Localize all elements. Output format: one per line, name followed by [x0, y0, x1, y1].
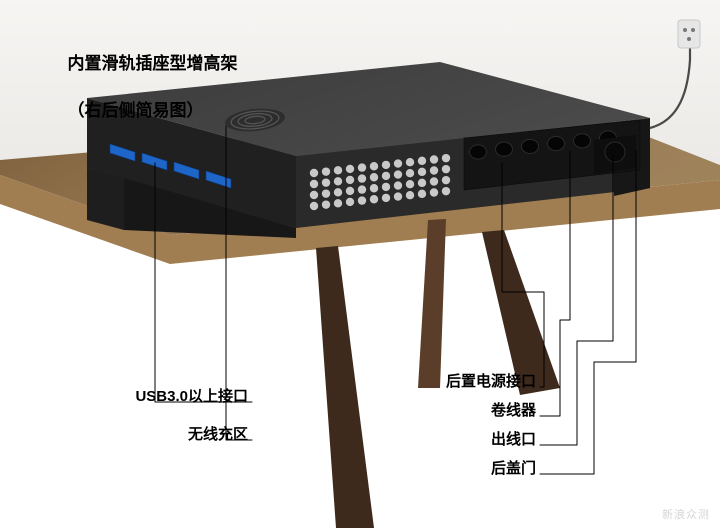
stage: 内置滑轨插座型增高架 （右后侧简易图） USB3.0以上接口 无线充区 后置电源…: [0, 0, 720, 528]
callout-cover: 后盖门: [491, 457, 536, 478]
title-line-1: 内置滑轨插座型增高架: [67, 54, 237, 73]
watermark: 新浪众测: [662, 506, 710, 522]
callout-power: 后置电源接口: [446, 370, 536, 391]
callout-outlet: 出线口: [491, 428, 536, 449]
diagram-title: 内置滑轨插座型增高架 （右后侧简易图）: [58, 28, 237, 123]
title-line-2: （右后侧简易图）: [67, 101, 203, 120]
callout-winder: 卷线器: [491, 399, 536, 420]
callout-wireless: 无线充区: [188, 423, 248, 444]
callout-usb: USB3.0以上接口: [135, 385, 248, 406]
